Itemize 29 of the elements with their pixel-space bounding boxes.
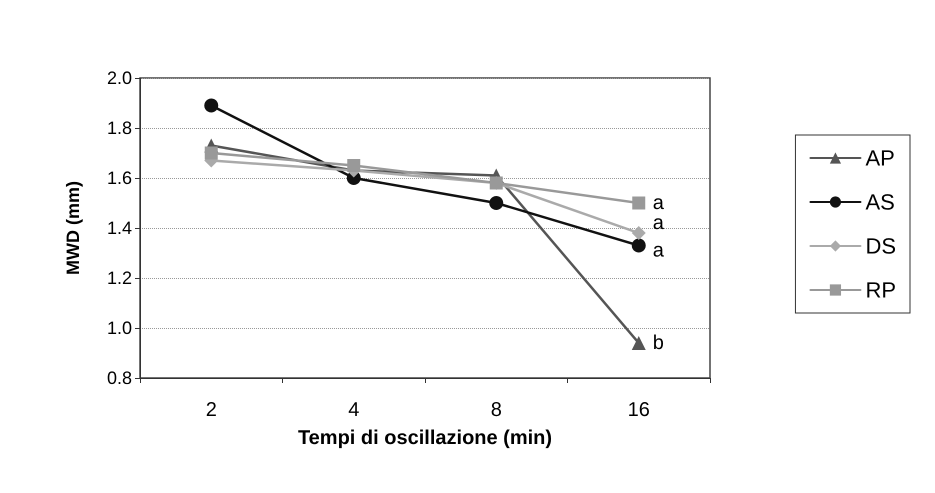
x-tick-label: 8	[490, 399, 502, 421]
point	[632, 336, 646, 350]
point	[632, 238, 646, 252]
x-tick-label: 4	[348, 399, 360, 421]
legend-label: RP	[865, 278, 896, 302]
point	[632, 196, 646, 210]
legend-label: AS	[865, 190, 895, 214]
y-tick-label: 1.6	[106, 168, 132, 188]
point	[347, 159, 360, 172]
y-tick-label: 2.0	[106, 68, 132, 88]
point	[204, 146, 218, 160]
annotation: a	[652, 192, 665, 214]
point	[204, 98, 218, 112]
x-axis-title: Tempi di oscillazione (min)	[298, 427, 552, 449]
legend-label: AP	[865, 146, 895, 170]
x-tick-label: 16	[628, 399, 650, 421]
y-tick-label: 0.8	[106, 368, 132, 388]
y-tick-label: 1.8	[106, 118, 132, 138]
y-tick-label: 1.4	[106, 218, 132, 238]
y-tick-label: 1.0	[106, 318, 132, 338]
annotation: b	[652, 332, 664, 354]
annotation: a	[652, 240, 665, 262]
point	[632, 226, 646, 240]
y-axis-title: MWD (mm)	[63, 181, 83, 275]
annotation: a	[652, 212, 665, 234]
y-tick-label: 1.2	[106, 268, 132, 288]
legend-label: DS	[865, 234, 896, 258]
point	[489, 196, 504, 210]
x-tick-label: 2	[206, 399, 217, 421]
